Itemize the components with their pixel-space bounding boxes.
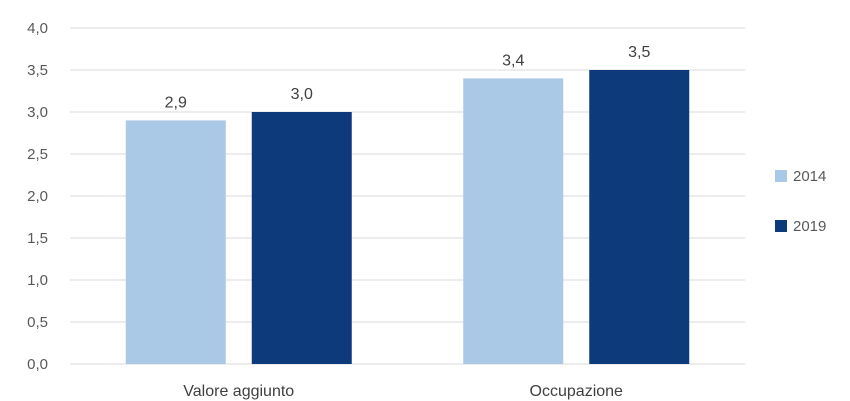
y-tick-label: 3,5 [27, 62, 48, 79]
category-label: Valore aggiunto [183, 383, 294, 400]
y-tick-label: 0,5 [27, 314, 48, 331]
category-label: Occupazione [530, 383, 623, 400]
data-label: 3,5 [628, 44, 650, 61]
bar-2019-1 [589, 70, 690, 364]
y-tick-label: 4,0 [27, 20, 48, 37]
bar-2014-1 [463, 78, 564, 365]
y-tick-label: 1,5 [27, 230, 48, 247]
bar-2019-0 [251, 112, 352, 364]
data-label: 2,9 [165, 94, 187, 111]
y-tick-label: 2,0 [27, 188, 48, 205]
y-tick-label: 2,5 [27, 146, 48, 163]
legend-swatch-2014 [775, 170, 787, 182]
y-tick-label: 3,0 [27, 104, 48, 121]
bar-2014-0 [125, 120, 226, 365]
legend-label: 2019 [793, 218, 826, 235]
y-tick-label: 1,0 [27, 272, 48, 289]
legend-swatch-2019 [775, 220, 787, 232]
legend-label: 2014 [793, 168, 826, 185]
y-tick-label: 0,0 [27, 356, 48, 373]
data-label: 3,4 [502, 52, 524, 69]
data-label: 3,0 [291, 86, 313, 103]
